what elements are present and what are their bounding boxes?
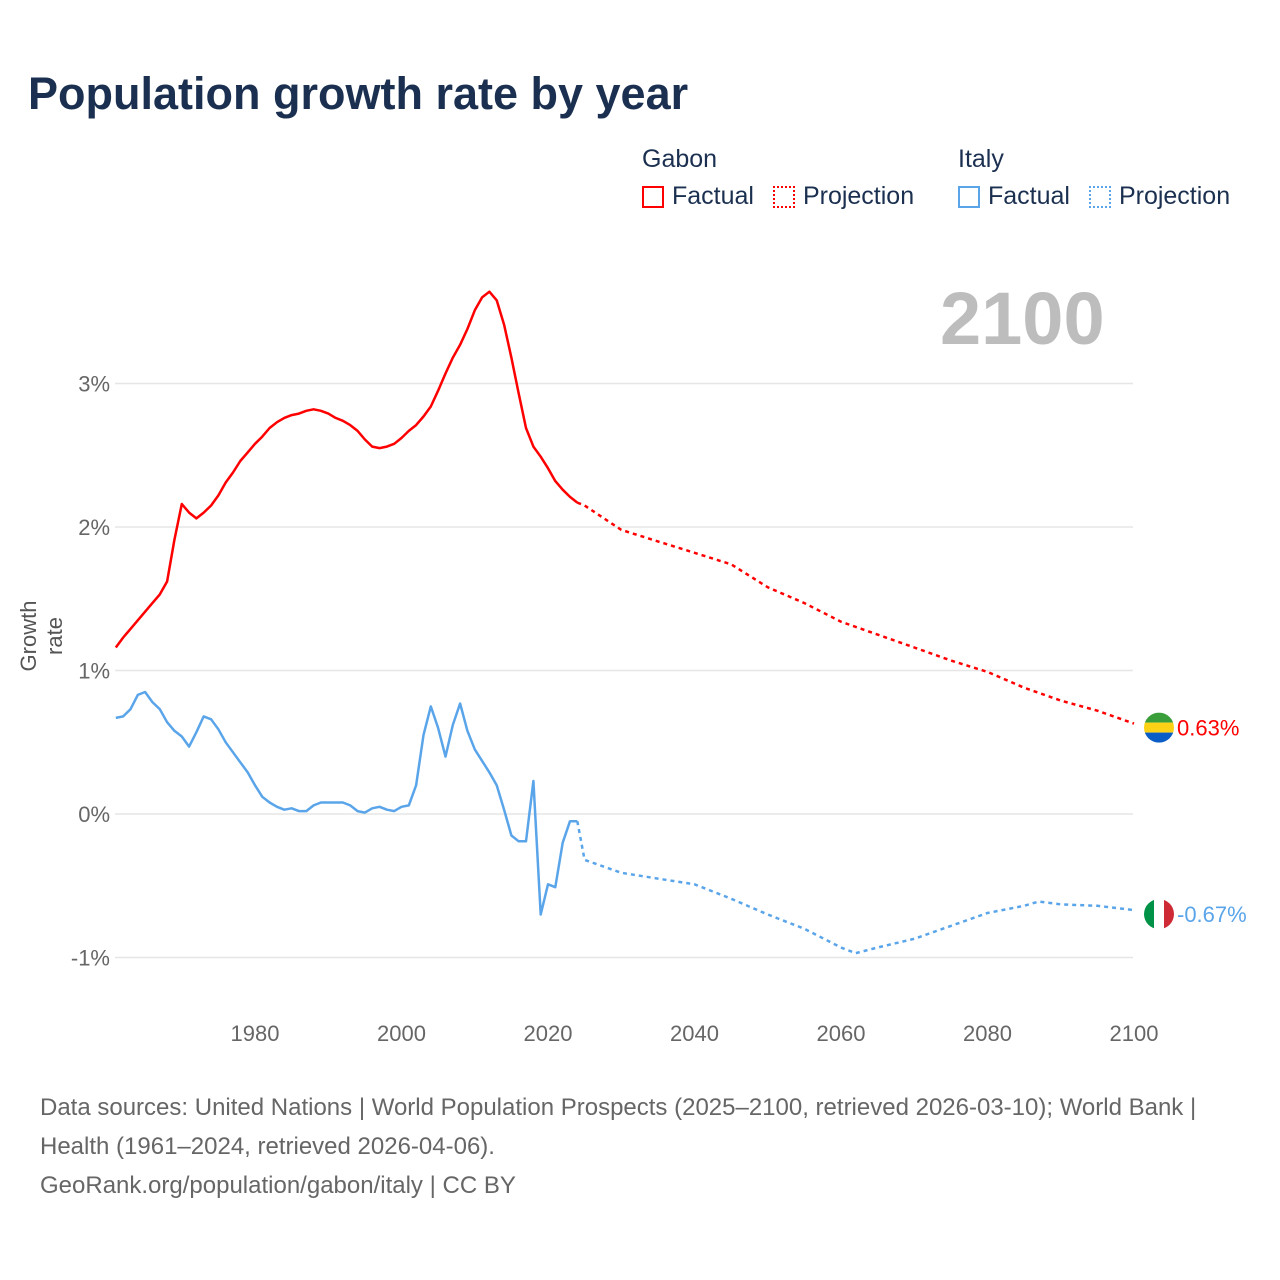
legend-gabon-projection[interactable]: Projection: [772, 182, 915, 211]
italy-flag-icon: [1144, 899, 1174, 930]
y-tick-label: -1%: [71, 946, 110, 971]
dotted-swatch-icon: [1088, 185, 1111, 208]
legend-italy: Italy Factual Projection: [958, 145, 1242, 215]
legend-label: Projection: [1118, 182, 1231, 210]
dotted-swatch-icon: [772, 185, 795, 208]
x-tick-label: 2000: [377, 1021, 426, 1046]
gabon-factual-line: [114, 290, 579, 649]
chart-title: Population growth rate by year: [28, 68, 689, 119]
x-tick-label: 1980: [231, 1021, 280, 1046]
x-tick-label: 2080: [963, 1021, 1012, 1046]
legend-label: Factual: [988, 182, 1070, 210]
gabon-end-value-label: 0.63%: [1177, 716, 1239, 741]
source-note: Data sources: United Nations | World Pop…: [40, 1088, 1240, 1205]
italy-factual-line: [115, 690, 578, 916]
legend-group-label: Gabon: [642, 145, 718, 173]
x-tick-label: 2100: [1110, 1021, 1159, 1046]
italy-end-value-label: -0.67%: [1177, 902, 1247, 927]
legend-italy-factual[interactable]: Factual: [958, 182, 1070, 211]
legend-group-label: Italy: [958, 145, 1004, 173]
italy-projection-line: [576, 820, 1135, 955]
current-year-label: 2100: [940, 277, 1105, 360]
legend-gabon: Gabon Factual Projection: [642, 145, 926, 215]
gabon-projection-line: [576, 501, 1135, 725]
source-text: Data sources: United Nations | World Pop…: [40, 1094, 1197, 1160]
gabon-flag-icon: [1144, 712, 1174, 743]
solid-swatch-icon: [642, 185, 664, 208]
y-tick-label: 2%: [78, 515, 110, 540]
source-link[interactable]: GeoRank.org/population/gabon/italy | CC …: [40, 1172, 516, 1199]
legend-gabon-factual[interactable]: Factual: [642, 182, 754, 211]
y-tick-label: 3%: [78, 372, 110, 397]
solid-swatch-icon: [958, 185, 980, 208]
legend-italy-projection[interactable]: Projection: [1088, 182, 1231, 211]
x-tick-label: 2060: [817, 1021, 866, 1046]
legend-label: Projection: [802, 182, 915, 210]
y-tick-label: 1%: [78, 659, 110, 684]
y-axis-title: Growth rate: [16, 600, 67, 672]
x-tick-label: 2040: [670, 1021, 719, 1046]
y-tick-label: 0%: [78, 802, 110, 827]
x-tick-label: 2020: [524, 1021, 573, 1046]
legend-label: Factual: [672, 182, 754, 210]
